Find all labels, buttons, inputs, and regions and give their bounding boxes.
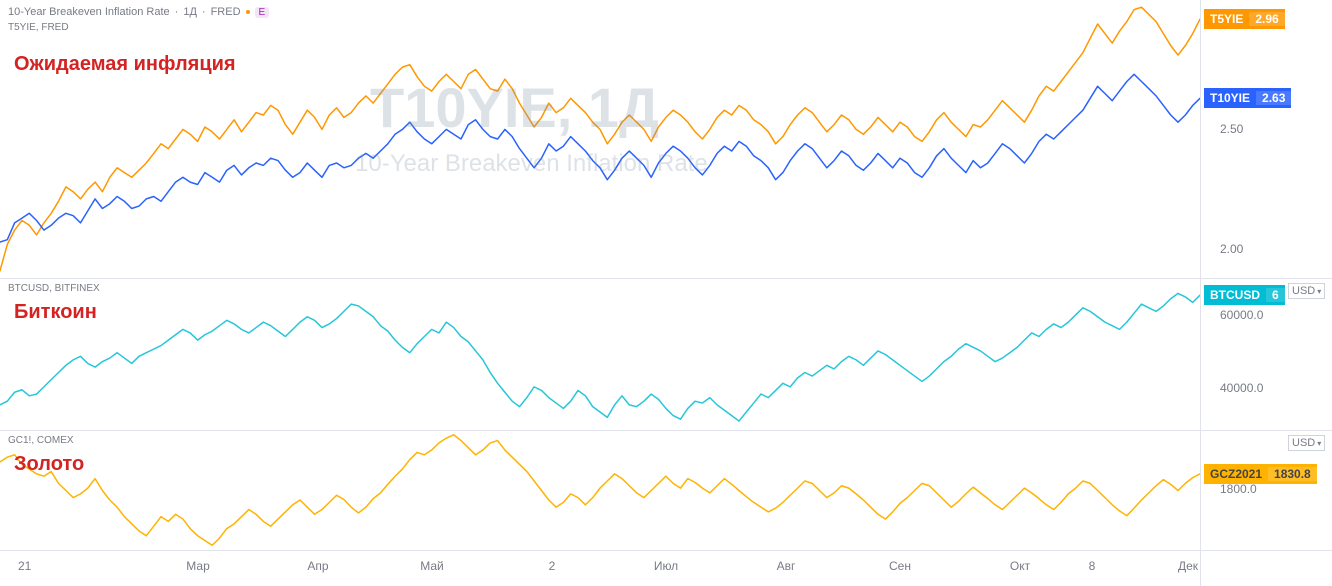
xtick: Дек (1178, 559, 1198, 573)
plot-inflation[interactable]: 10-Year Breakeven Inflation Rate · 1Д · … (0, 0, 1200, 278)
chevron-down-icon: ▾ (1317, 287, 1321, 296)
legend-gold-text: GC1!, COMEX (8, 435, 74, 446)
ytick: 2.50 (1220, 122, 1243, 136)
xtick: Май (420, 559, 444, 573)
yaxis-btc[interactable]: 40000.0 60000.0 BTCUSD 6 USD ▾ (1200, 279, 1332, 430)
currency-btc-label: USD (1292, 285, 1315, 297)
legend-gold[interactable]: GC1!, COMEX (8, 435, 74, 446)
legend-interval: 1Д (183, 6, 197, 18)
xtick: 2 (549, 559, 556, 573)
yaxis-corner (1200, 551, 1332, 586)
pane-btc[interactable]: BTCUSD, BITFINEX Биткоин 40000.0 60000.0 … (0, 278, 1332, 430)
xtick: Авг (777, 559, 796, 573)
chevron-down-icon: ▾ (1317, 439, 1321, 448)
legend-source: FRED (211, 6, 241, 18)
svg-btc (0, 279, 1200, 430)
xaxis-row[interactable]: 21 Мар Апр Май 2 Июл Авг Сен Окт 8 Дек (0, 550, 1332, 586)
legend-inflation[interactable]: 10-Year Breakeven Inflation Rate · 1Д · … (8, 6, 269, 18)
yaxis-gold[interactable]: 1800.0 GCZ2021 1830.8 USD ▾ (1200, 431, 1332, 550)
currency-select-btc[interactable]: USD ▾ (1288, 283, 1325, 299)
badge-btc-val: 6 (1266, 288, 1285, 302)
pane-inflation[interactable]: 10-Year Breakeven Inflation Rate · 1Д · … (0, 0, 1332, 278)
plot-gold[interactable]: GC1!, COMEX Золото (0, 431, 1200, 550)
xtick: Окт (1010, 559, 1030, 573)
currency-select-gold[interactable]: USD ▾ (1288, 435, 1325, 451)
legend-btc[interactable]: BTCUSD, BITFINEX (8, 283, 100, 294)
svg-gold (0, 431, 1200, 550)
yaxis-inflation[interactable]: 2.00 2.50 T5YIE 2.96 T10YIE 2.63 (1200, 0, 1332, 278)
annot-inflation: Ожидаемая инфляция (14, 53, 236, 76)
xtick-start: 21 (18, 559, 31, 573)
badge-gold-val: 1830.8 (1268, 467, 1317, 481)
badge-btc-sym: BTCUSD (1204, 288, 1266, 302)
legend-sub[interactable]: T5YIE, FRED (8, 22, 69, 33)
xtick: Июл (654, 559, 678, 573)
xtick: Мар (186, 559, 209, 573)
badge-t10-val: 2.63 (1256, 91, 1291, 105)
pane-gold[interactable]: GC1!, COMEX Золото 1800.0 GCZ2021 1830.8… (0, 430, 1332, 550)
price-badge-btcusd[interactable]: BTCUSD 6 (1204, 285, 1285, 305)
price-badge-t10yie[interactable]: T10YIE 2.63 (1204, 88, 1291, 108)
legend-sub-text: T5YIE, FRED (8, 22, 69, 33)
annot-btc: Биткоин (14, 301, 97, 324)
extended-pill: E (255, 7, 270, 18)
badge-t10-sym: T10YIE (1204, 91, 1256, 105)
ytick: 2.00 (1220, 242, 1243, 256)
xtick: Сен (889, 559, 911, 573)
ytick: 40000.0 (1220, 381, 1263, 395)
currency-gold-label: USD (1292, 437, 1315, 449)
ytick: 60000.0 (1220, 308, 1263, 322)
price-badge-t5yie[interactable]: T5YIE 2.96 (1204, 9, 1285, 29)
badge-gold-sym: GCZ2021 (1204, 467, 1268, 481)
xaxis[interactable]: 21 Мар Апр Май 2 Июл Авг Сен Окт 8 Дек (0, 551, 1200, 586)
annot-gold: Золото (14, 453, 84, 476)
chart-container: 10-Year Breakeven Inflation Rate · 1Д · … (0, 0, 1332, 586)
xtick: Апр (307, 559, 328, 573)
plot-btc[interactable]: BTCUSD, BITFINEX Биткоин (0, 279, 1200, 430)
badge-t5-val: 2.96 (1249, 12, 1284, 26)
dot-indicator-icon (246, 10, 250, 14)
badge-t5-sym: T5YIE (1204, 12, 1249, 26)
legend-symbol-title: 10-Year Breakeven Inflation Rate (8, 6, 170, 18)
legend-btc-text: BTCUSD, BITFINEX (8, 283, 100, 294)
xtick: 8 (1089, 559, 1096, 573)
svg-inflation (0, 0, 1200, 278)
price-badge-gcz2021[interactable]: GCZ2021 1830.8 (1204, 464, 1317, 484)
